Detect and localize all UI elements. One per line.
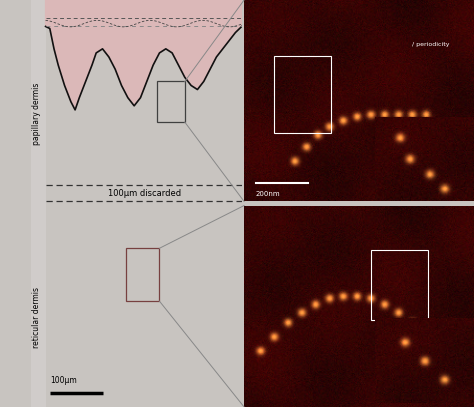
Bar: [126, 248, 159, 301]
Text: 100μm: 100μm: [50, 376, 76, 385]
Bar: [31, 0, 46, 407]
Bar: [371, 250, 428, 320]
Text: 200nm: 200nm: [255, 191, 280, 197]
Polygon shape: [46, 0, 242, 110]
Text: / periodicity: / periodicity: [412, 42, 449, 47]
Text: 100μm discarded: 100μm discarded: [108, 189, 181, 198]
Bar: [46, 0, 242, 26]
Bar: [157, 81, 185, 122]
Text: papillary dermis: papillary dermis: [32, 83, 41, 145]
Bar: [274, 57, 331, 133]
Text: reticular dermis: reticular dermis: [32, 287, 41, 348]
